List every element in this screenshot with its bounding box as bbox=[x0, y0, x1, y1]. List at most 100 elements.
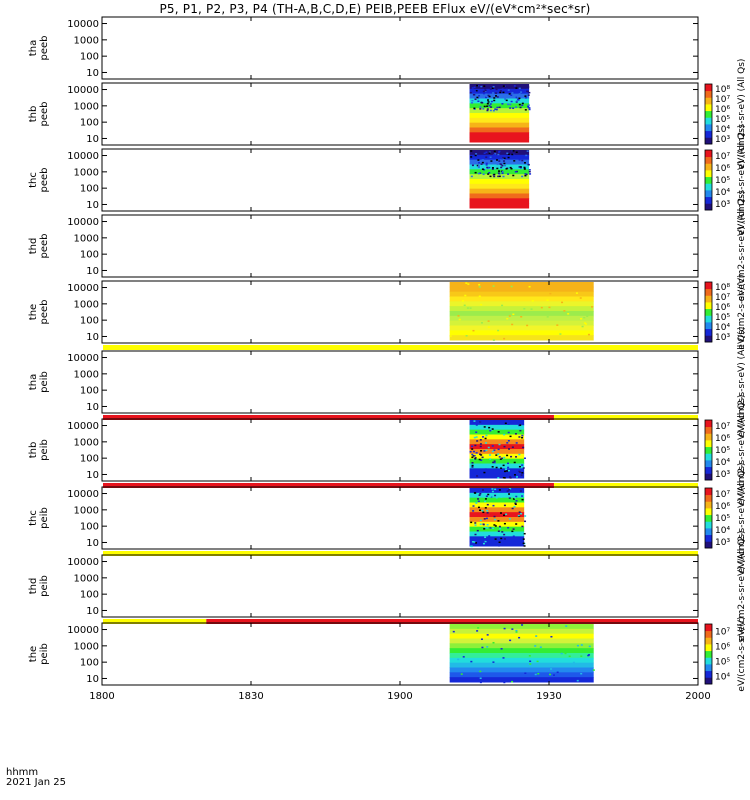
spectrogram-pixel bbox=[471, 541, 474, 543]
spectrogram-pixel bbox=[526, 88, 529, 91]
spectrogram-pixel bbox=[496, 96, 499, 98]
spectrogram-pixel bbox=[480, 303, 483, 306]
spectrogram-pixel bbox=[475, 89, 478, 92]
spectrogram-pixel bbox=[458, 318, 461, 321]
spectrogram-pixel bbox=[479, 106, 482, 108]
spectrogram-pixel bbox=[518, 97, 521, 100]
spectrogram-pixel bbox=[519, 490, 522, 492]
spectrogram-pixel bbox=[476, 440, 479, 442]
spectrogram-pixel bbox=[493, 461, 496, 464]
spectrogram-pixel bbox=[496, 159, 499, 161]
spectrogram-pixel bbox=[477, 100, 480, 103]
spectrogram-band bbox=[469, 526, 525, 532]
colorbar-tick-label: 10³ bbox=[715, 135, 730, 145]
spectrogram-band bbox=[469, 512, 525, 518]
panel-label-type: peeb bbox=[39, 234, 50, 259]
spectrogram-pixel bbox=[519, 166, 522, 168]
spectrogram-pixel bbox=[503, 627, 506, 630]
colorbar-tick-label: 10⁴ bbox=[715, 673, 730, 683]
spectrogram-pixel bbox=[471, 87, 474, 89]
spectrogram-pixel bbox=[506, 317, 509, 320]
spectrogram-pixel bbox=[498, 541, 501, 544]
spectrogram-pixel bbox=[475, 153, 478, 155]
spectrogram-band bbox=[449, 653, 594, 659]
spectrogram-pixel bbox=[487, 493, 490, 496]
spectrogram-pixel bbox=[505, 99, 508, 102]
colorbar-tick-label: 10⁵ bbox=[715, 658, 730, 668]
spectrogram-pixel bbox=[488, 152, 491, 154]
spectrogram-pixel bbox=[484, 87, 487, 90]
spectrogram-pixel bbox=[518, 636, 521, 639]
spectrogram-pixel bbox=[521, 495, 524, 497]
colorbar-segment bbox=[705, 521, 712, 529]
spectrogram-pixel bbox=[498, 456, 501, 458]
spectrogram-pixel bbox=[515, 151, 518, 153]
colorbar-unit-label: eV/(cm2-s-sr-eV) (All Qs) bbox=[737, 125, 747, 236]
spectrogram-pixel bbox=[497, 448, 500, 451]
spectrogram-pixel bbox=[479, 523, 482, 526]
colorbar-tick-label: 10⁵ bbox=[715, 446, 730, 456]
spectrogram-pixel bbox=[488, 426, 491, 429]
spectrogram-pixel bbox=[587, 333, 590, 336]
spectrogram-band bbox=[469, 127, 530, 133]
spectrogram-pixel bbox=[494, 153, 497, 155]
colorbar-segment bbox=[705, 335, 712, 343]
colorbar-frame bbox=[704, 487, 713, 549]
spectrogram-pixel bbox=[487, 320, 490, 322]
spectrogram-pixel bbox=[515, 442, 518, 444]
colorbar-segment bbox=[705, 534, 712, 542]
spectrogram-pixel bbox=[514, 497, 517, 499]
y-tick-label: 10 bbox=[86, 134, 99, 145]
spectrogram-band bbox=[469, 93, 530, 99]
y-tick-label: 10 bbox=[86, 538, 99, 549]
spectrogram-pixel bbox=[480, 459, 483, 461]
panel-label-probe: thd bbox=[28, 578, 39, 595]
spectrogram-pixel bbox=[486, 503, 489, 506]
colorbar-segment bbox=[705, 282, 712, 290]
spectrogram-pixel bbox=[482, 511, 485, 514]
spectrogram-band bbox=[449, 335, 594, 341]
spectrogram-band bbox=[449, 325, 594, 331]
spectrogram-pixel bbox=[504, 98, 507, 100]
spectrogram-pixel bbox=[474, 458, 477, 460]
panel-label-type: peib bbox=[39, 575, 50, 597]
spectrogram-pixel bbox=[527, 163, 530, 166]
spectrogram-pixel bbox=[469, 307, 472, 309]
spectrogram-pixel bbox=[523, 168, 526, 170]
colorbar-unit-label: eV/(cm2-s-sr-eV) (All Qs) bbox=[737, 463, 747, 574]
spectrogram-pixel bbox=[469, 451, 472, 453]
spectrogram-pixel bbox=[512, 174, 515, 177]
spectrogram-band bbox=[449, 648, 594, 654]
spectrogram-band bbox=[449, 282, 594, 288]
spectrogram-pixel bbox=[503, 433, 506, 436]
spectrogram-pixel bbox=[513, 474, 516, 476]
panel-thd-peib: 10 100 1000 10000 thdpeib eV/(cm2-s-sr-eV) (A… bbox=[28, 531, 747, 642]
spectrogram-pixel bbox=[489, 527, 492, 529]
colorbar-tick-label: 10⁶ bbox=[715, 303, 730, 313]
colorbar-tick-label: 10³ bbox=[715, 538, 730, 548]
colorbar-segment bbox=[705, 508, 712, 516]
spectrogram-pixel bbox=[500, 537, 503, 540]
spectrogram-pixel bbox=[486, 510, 489, 512]
colorbar-segment bbox=[705, 315, 712, 323]
spectrogram-band bbox=[469, 98, 530, 104]
spectrogram-pixel bbox=[479, 420, 482, 422]
spectrogram-pixel bbox=[449, 335, 452, 337]
spectrogram-pixel bbox=[502, 91, 505, 94]
spectrogram-pixel bbox=[497, 431, 500, 433]
spectrogram-pixel bbox=[495, 466, 498, 469]
spectrogram-pixel bbox=[507, 431, 510, 434]
spectrogram-pixel bbox=[515, 87, 518, 89]
spectrogram-pixel bbox=[518, 93, 521, 95]
spectrogram-pixel bbox=[521, 159, 524, 162]
spectrogram-pixel bbox=[510, 94, 513, 96]
spectrogram-pixel bbox=[491, 87, 494, 90]
spectrogram-pixel bbox=[501, 103, 504, 105]
spectrogram-pixel bbox=[552, 674, 555, 676]
spectrogram-pixel bbox=[485, 442, 488, 444]
y-tick-label: 100 bbox=[80, 658, 99, 669]
y-tick-label: 10000 bbox=[67, 421, 99, 432]
spectrogram-pixel bbox=[536, 660, 539, 663]
spectrogram-pixel bbox=[476, 164, 479, 167]
spectrogram-pixel bbox=[518, 465, 521, 468]
